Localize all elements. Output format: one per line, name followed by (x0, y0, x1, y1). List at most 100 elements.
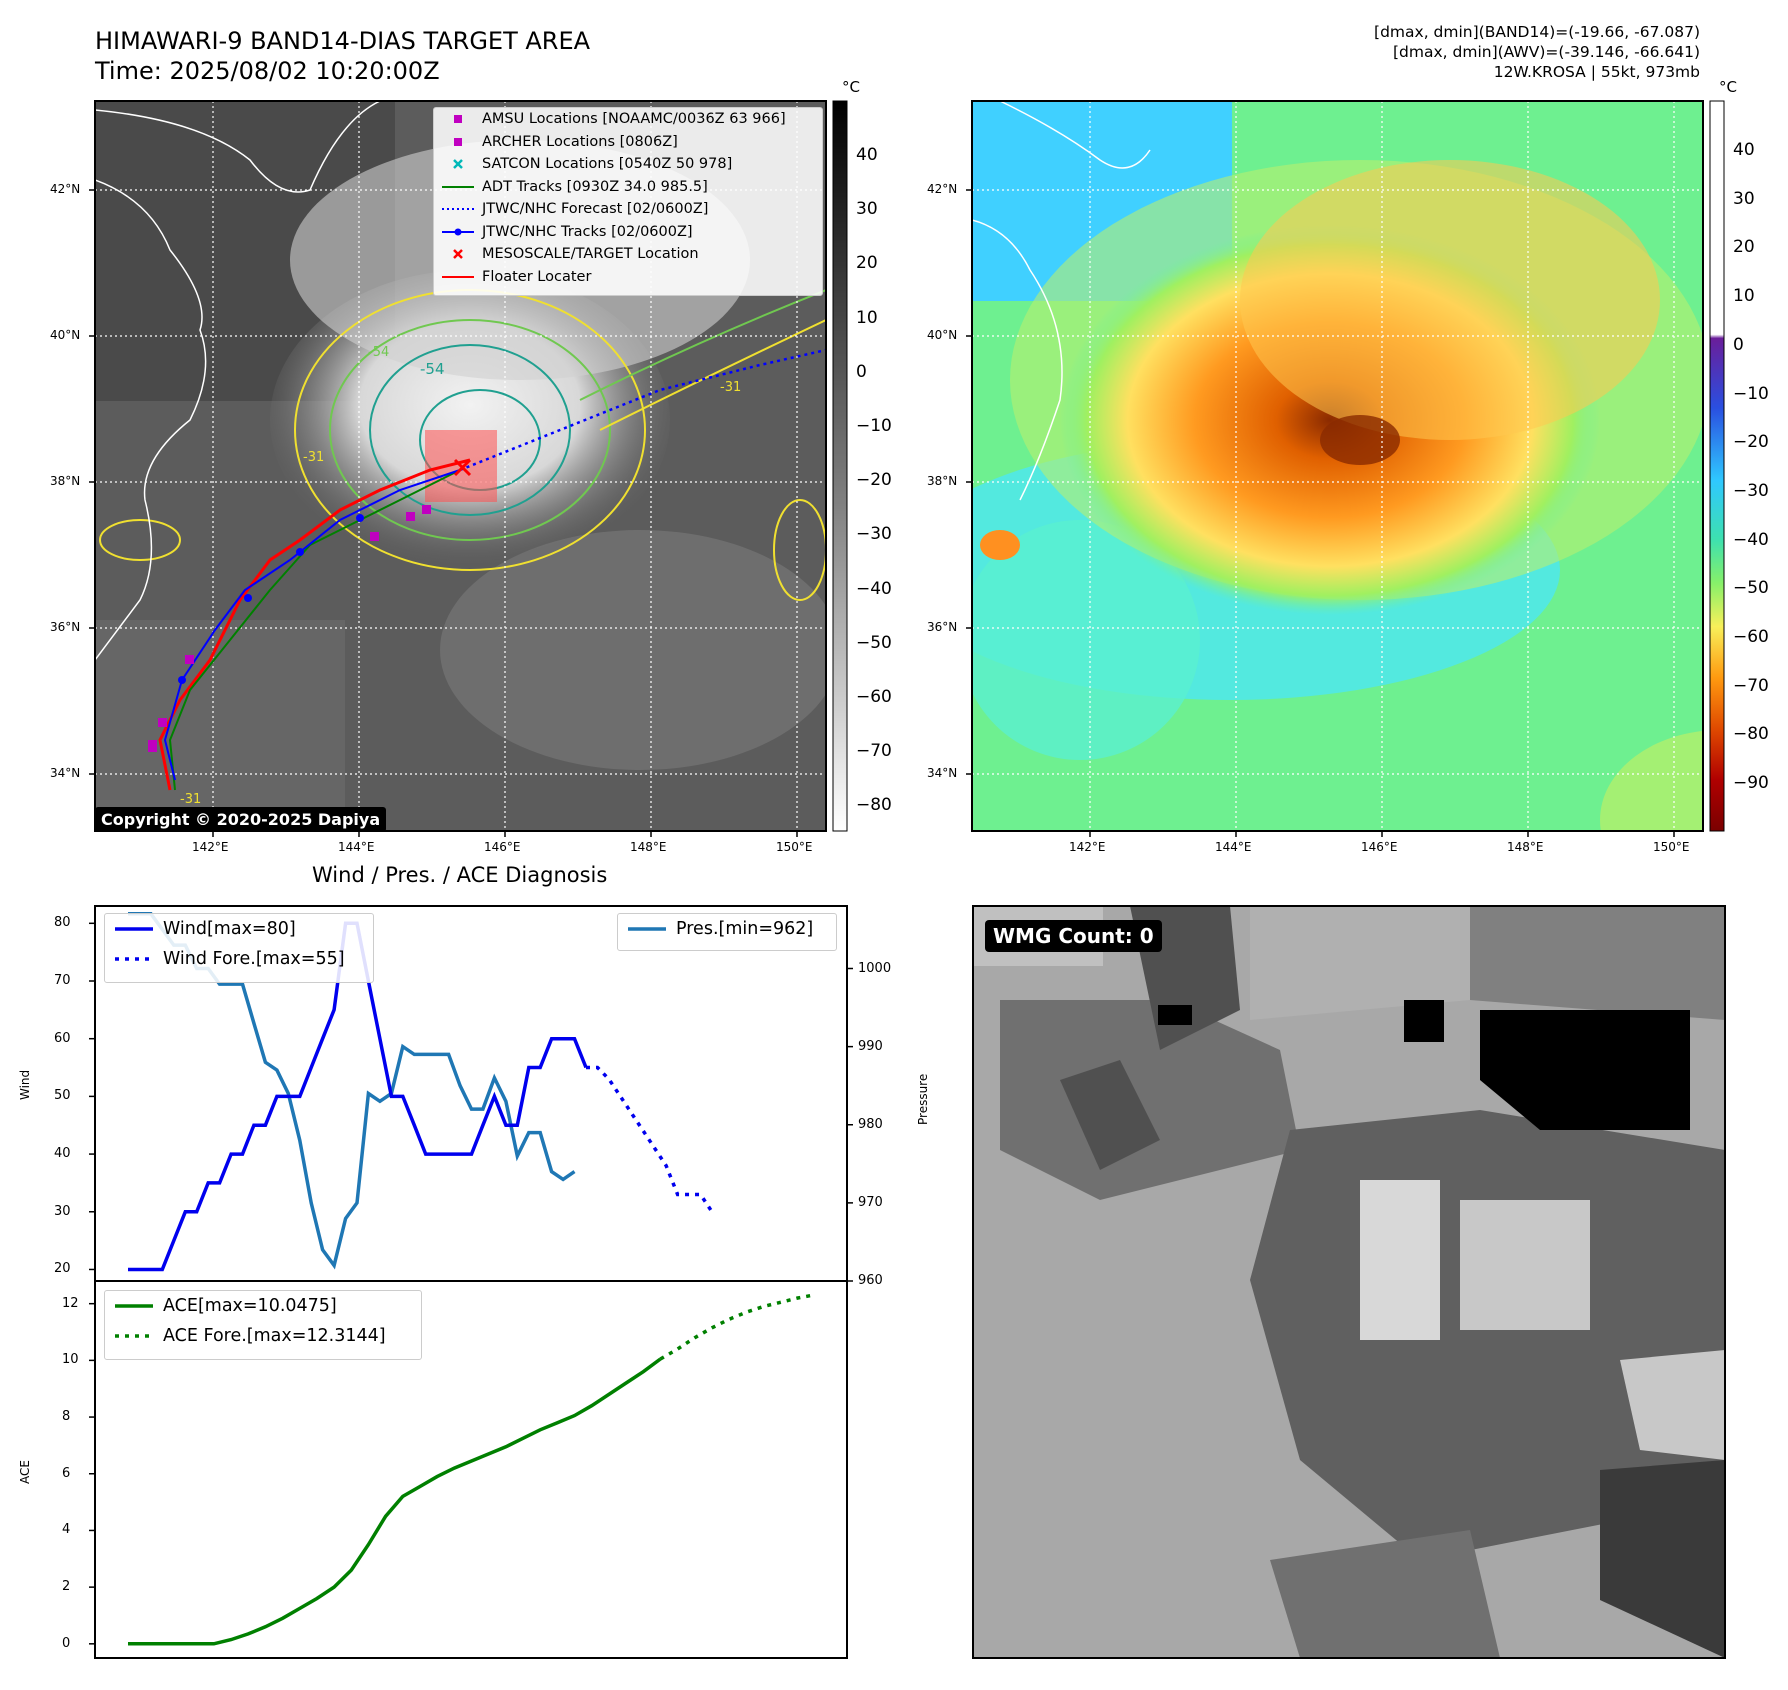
ir-colorbar-tick: −70 (856, 741, 892, 762)
wind-legend-swatch (115, 927, 153, 931)
ace-tick-label: 10 (62, 1352, 79, 1368)
map-lat-label: 42°N (50, 182, 81, 196)
ir-colorbar-tick: −40 (856, 578, 892, 599)
pressure-legend-swatch (628, 927, 666, 931)
awv-colorbar-tick: −10 (1733, 383, 1769, 404)
wind-forecast-legend-entry: Wind Fore.[max=55] (105, 944, 373, 974)
title-line-1: HIMAWARI-9 BAND14-DIAS TARGET AREA (95, 27, 591, 55)
ace-tick-label: 12 (62, 1295, 79, 1311)
pressure-tick-label: 1000 (858, 960, 892, 976)
pressure-tick-label: 980 (858, 1116, 883, 1132)
map-legend-label: Floater Locater (482, 268, 592, 285)
awv-lon-label: 150°E (1653, 840, 1690, 854)
awv-lat-label: 38°N (927, 474, 958, 488)
ace-legend-label: ACE[max=10.0475] (163, 1296, 337, 1316)
awv-colorbar-tick: −90 (1733, 773, 1769, 794)
map-legend-entry: ADT Tracks [0930Z 34.0 985.5] (434, 176, 822, 199)
wmg-count-badge: WMG Count: 0 (985, 920, 1162, 952)
contour-label: -31 (720, 380, 742, 395)
ir-colorbar-tick: −60 (856, 687, 892, 707)
wind-axis-label: Wind (18, 1069, 32, 1100)
ace-tick-label: 0 (62, 1635, 71, 1651)
awv-colorbar-tick: −40 (1733, 529, 1769, 550)
awv-lon-label: 142°E (1069, 840, 1106, 854)
legend-marker-icon (454, 115, 462, 123)
pressure-legend-label: Pres.[min=962] (676, 919, 814, 939)
awv-colorbar-tick: 40 (1733, 140, 1755, 160)
copyright-badge: Copyright © 2020-2025 Dapiya (95, 807, 387, 832)
pressure-legend: Pres.[min=962] (617, 913, 837, 951)
wmg-panel (972, 905, 1726, 1659)
awv-colorbar-tick: −30 (1733, 480, 1769, 501)
awv-lat-label: 36°N (927, 620, 958, 634)
awv-colorbar-tick: 20 (1733, 237, 1755, 258)
wind-tick-label: 80 (54, 915, 71, 931)
figure-title: HIMAWARI-9 BAND14-DIAS TARGET AREA Time:… (95, 26, 590, 86)
wind-legend: Wind[max=80] Wind Fore.[max=55] (104, 913, 374, 983)
map-legend-label: JTWC/NHC Forecast [02/0600Z] (482, 201, 709, 217)
map-legend-entry: JTWC/NHC Forecast [02/0600Z] (434, 198, 822, 221)
awv-lat-label: 40°N (927, 328, 958, 342)
map-legend-entry: AMSU Locations [NOAAMC/0036Z 63 966] (434, 108, 822, 131)
awv-colorbar-tick: −70 (1733, 675, 1769, 696)
map-lat-label: 36°N (50, 620, 81, 634)
ace-legend-entry: ACE[max=10.0475] (105, 1291, 421, 1321)
map-lon-label: 142°E (192, 840, 229, 854)
wind-legend-entry: Wind[max=80] (105, 914, 373, 944)
wind-tick-label: 30 (54, 1203, 71, 1219)
ir-colorbar-tick: 20 (856, 253, 878, 274)
ir-colorbar-tick: −10 (856, 416, 892, 436)
awv-colorbar-tick: −20 (1733, 432, 1769, 453)
awv-lon-label: 146°E (1361, 840, 1398, 854)
ace-forecast-line (659, 1293, 816, 1361)
ir-colorbar-tick: 10 (856, 307, 878, 328)
wind-legend-label: Wind[max=80] (163, 919, 296, 939)
ace-forecast-legend-swatch (115, 1334, 153, 1338)
map-legend-label: AMSU Locations [NOAAMC/0036Z 63 966] (482, 111, 786, 127)
map-legend-entry: MESOSCALE/TARGET Location (434, 243, 822, 266)
legend-marker-icon (453, 159, 463, 169)
awv-colorbar-tick: −50 (1733, 578, 1769, 599)
ace-legend-swatch (115, 1304, 153, 1308)
map-lon-label: 150°E (776, 840, 813, 854)
map-legend-label: SATCON Locations [0540Z 50 978] (482, 156, 733, 172)
map-legend-label: JTWC/NHC Tracks [02/0600Z] (482, 223, 693, 240)
map-lon-label: 146°E (484, 840, 521, 854)
ir-colorbar-tick: −20 (856, 470, 892, 491)
ace-axis-label: ACE (18, 1460, 32, 1484)
ir-colorbar-tick: 30 (856, 199, 878, 220)
ir-colorbar-tick: 0 (856, 361, 867, 382)
awv-colorbar-tick: 0 (1733, 334, 1744, 355)
ace-tick-label: 2 (62, 1579, 71, 1595)
ir-colorbar-tick: 40 (856, 145, 878, 165)
ace-line (128, 1357, 662, 1646)
legend-marker-icon (453, 249, 463, 259)
awv-colorbar (1709, 100, 1725, 832)
ace-forecast-legend-entry: ACE Fore.[max=12.3144] (105, 1321, 421, 1351)
map-legend: AMSU Locations [NOAAMC/0036Z 63 966] ARCH… (433, 107, 823, 296)
wind-forecast-line (586, 1065, 714, 1213)
ace-tick-label: 8 (62, 1409, 71, 1425)
map-lat-label: 38°N (50, 474, 81, 488)
map-legend-label: MESOSCALE/TARGET Location (482, 246, 699, 262)
awv-colorbar-tick: 10 (1733, 286, 1755, 307)
wind-tick-label: 70 (54, 973, 71, 988)
legend-marker-icon (454, 137, 462, 146)
awv-colorbar-unit: °C (1719, 78, 1737, 96)
ace-tick-label: 4 (62, 1522, 71, 1538)
legend-marker-icon (442, 208, 474, 210)
legend-marker-icon (442, 228, 474, 235)
pressure-tick-label: 960 (858, 1273, 883, 1288)
map-legend-entry: SATCON Locations [0540Z 50 978] (434, 153, 822, 176)
ace-forecast-legend-label: ACE Fore.[max=12.3144] (163, 1326, 386, 1346)
pressure-legend-entry: Pres.[min=962] (618, 914, 836, 944)
target-location-marker (453, 458, 472, 477)
contour-label: -31 (303, 450, 325, 465)
band14-range: [dmax, dmin](BAND14)=(-19.66, -67.087) (1374, 23, 1700, 41)
awv-colorbar-tick: −60 (1733, 627, 1769, 647)
map-legend-label: ADT Tracks [0930Z 34.0 985.5] (482, 178, 708, 195)
awv-colorbar-tick: −80 (1733, 724, 1769, 745)
map-legend-entry: Floater Locater (434, 266, 822, 289)
map-lat-label: 34°N (50, 766, 81, 780)
awv-map-panel (966, 100, 1725, 837)
